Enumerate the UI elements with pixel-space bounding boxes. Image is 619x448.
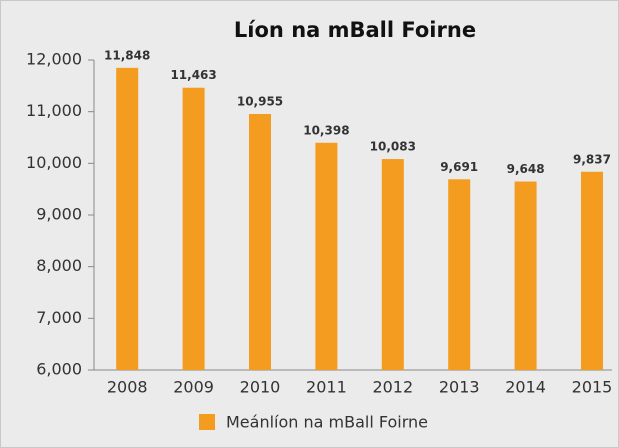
y-tick-label: 12,000	[26, 50, 82, 69]
data-label: 11,848	[104, 48, 150, 62]
x-tick-label: 2009	[173, 378, 214, 397]
data-label: 11,463	[170, 68, 216, 82]
legend-label: Meánlíon na mBall Foirne	[226, 413, 428, 432]
bar	[116, 67, 139, 370]
data-label: 10,955	[237, 94, 283, 108]
bar	[581, 171, 603, 370]
y-tick-label: 8,000	[36, 256, 82, 275]
y-tick-label: 6,000	[36, 360, 82, 379]
y-tick-label: 7,000	[36, 308, 82, 327]
data-label: 10,083	[370, 140, 416, 154]
data-label: 9,691	[440, 160, 478, 174]
data-label: 9,837	[573, 152, 611, 166]
y-tick-label: 11,000	[26, 101, 82, 120]
x-tick-label: 2015	[572, 378, 613, 397]
legend-swatch	[199, 414, 215, 430]
data-label: 9,648	[507, 162, 545, 176]
bar	[182, 87, 205, 371]
bar	[514, 181, 537, 370]
x-tick-label: 2014	[505, 378, 546, 397]
bar	[381, 159, 404, 370]
y-tick-label: 10,000	[26, 153, 82, 172]
x-tick-label: 2011	[306, 378, 347, 397]
data-label: 10,398	[303, 123, 349, 137]
x-tick-label: 2013	[439, 378, 480, 397]
chart-title: Líon na mBall Foirne	[234, 18, 476, 42]
x-tick-label: 2010	[240, 378, 281, 397]
bar	[315, 142, 338, 370]
x-tick-label: 2012	[372, 378, 413, 397]
bar	[448, 179, 471, 370]
bar	[249, 113, 271, 370]
y-tick-label: 9,000	[36, 205, 82, 224]
x-tick-label: 2008	[107, 378, 148, 397]
